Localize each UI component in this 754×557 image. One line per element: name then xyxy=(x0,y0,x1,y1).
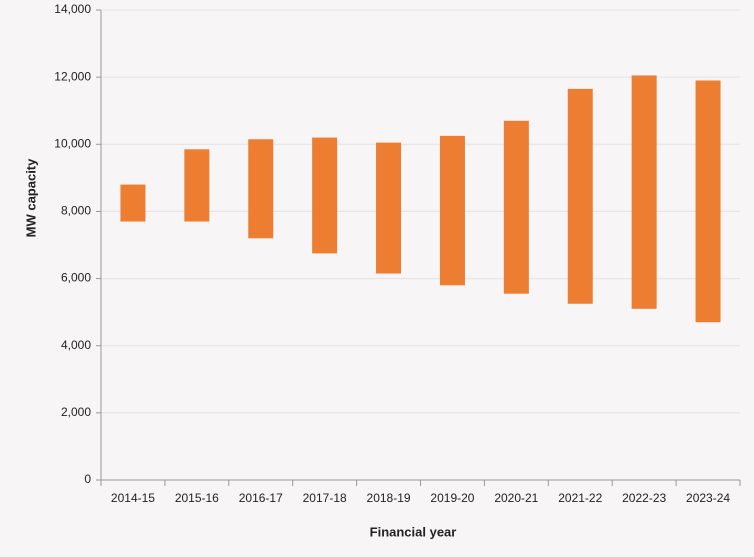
bar xyxy=(120,184,146,222)
x-tick-label: 2017-18 xyxy=(303,491,347,505)
y-tick-label: 14,000 xyxy=(54,2,91,16)
x-tick-label: 2019-20 xyxy=(430,491,474,505)
bar xyxy=(376,142,402,274)
y-tick-label: 8,000 xyxy=(61,204,91,218)
x-tick-label: 2015-16 xyxy=(175,491,219,505)
bar xyxy=(631,75,657,309)
bar xyxy=(503,120,529,294)
y-tick-label: 2,000 xyxy=(61,405,91,419)
x-tick-label: 2020-21 xyxy=(494,491,538,505)
x-tick-label: 2016-17 xyxy=(239,491,283,505)
x-tick-label: 2023-24 xyxy=(686,491,730,505)
y-tick-label: 6,000 xyxy=(61,271,91,285)
x-tick-label: 2014-15 xyxy=(111,491,155,505)
bar xyxy=(567,88,593,304)
y-tick-label: 4,000 xyxy=(61,338,91,352)
y-tick-label: 0 xyxy=(84,472,91,486)
bar xyxy=(695,80,721,323)
x-axis-title: Financial year xyxy=(370,524,457,539)
x-tick-label: 2018-19 xyxy=(367,491,411,505)
bar xyxy=(312,137,338,254)
bar xyxy=(248,139,274,239)
bar xyxy=(439,135,465,286)
bar xyxy=(184,149,210,222)
x-tick-label: 2022-23 xyxy=(622,491,666,505)
y-axis-title: MW capacity xyxy=(23,158,38,238)
y-tick-label: 10,000 xyxy=(54,136,91,150)
x-tick-label: 2021-22 xyxy=(558,491,602,505)
y-tick-label: 12,000 xyxy=(54,69,91,83)
